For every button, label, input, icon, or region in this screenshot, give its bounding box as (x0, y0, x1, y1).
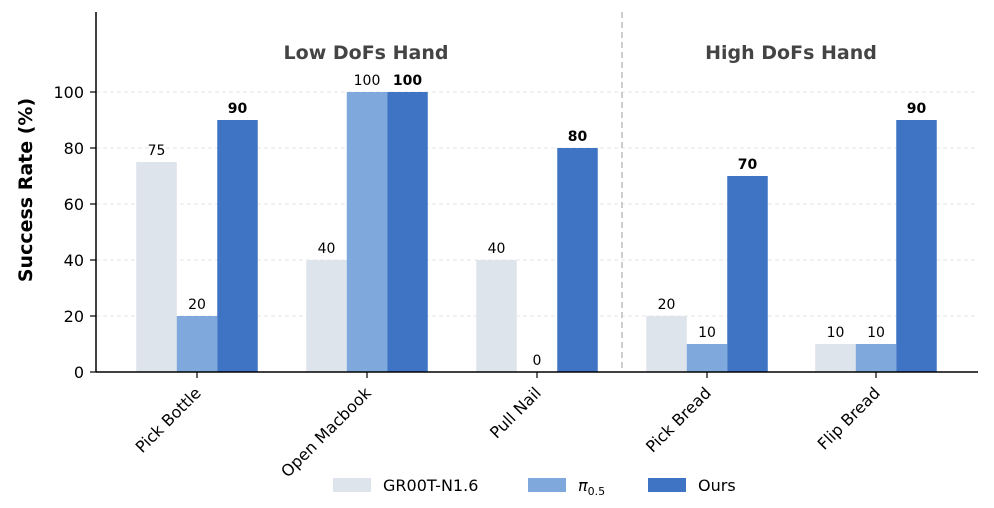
bar-value-label: 20 (188, 297, 206, 313)
bar-value-label: 0 (533, 353, 542, 369)
legend: GR00T-N1.6 π0.5 Ours (333, 476, 736, 498)
y-tick-label: 40 (64, 251, 84, 270)
bar-value-label: 10 (827, 325, 845, 341)
bar-gr00t-n1-6-2 (476, 260, 517, 372)
legend-swatch (648, 478, 686, 492)
bar-value-labels: 75 40 40 20 10 20 100 0 10 10 90 100 80 70 90 (148, 73, 927, 369)
bar-value-label: 40 (318, 241, 336, 257)
bar-value-label: 20 (658, 297, 676, 313)
bar-ours-4 (896, 120, 937, 372)
bar---4 (855, 344, 897, 372)
y-tick-label: 60 (64, 195, 84, 214)
legend-label: π0.5 (578, 476, 605, 498)
bar-gr00t-n1-6-3 (646, 316, 687, 372)
bar-value-label: 40 (488, 241, 506, 257)
y-tick-label: 0 (74, 363, 84, 382)
bar-gr00t-n1-6-4 (815, 344, 856, 372)
bar-ours-1 (387, 92, 428, 372)
bar-value-label: 75 (148, 143, 166, 159)
y-tick-label: 80 (64, 139, 84, 158)
y-tick-label: 100 (53, 83, 84, 102)
x-tick-label: Open Macbook (277, 383, 375, 481)
x-tick-label: Pick Bottle (132, 383, 205, 456)
legend-item: GR00T-N1.6 (333, 476, 478, 495)
legend-label: Ours (698, 476, 736, 495)
x-tick-label: Flip Bread (814, 383, 884, 453)
bar-value-label: 100 (393, 73, 422, 89)
bar---3 (686, 344, 728, 372)
y-tick-label: 20 (64, 307, 84, 326)
group-titles: Low DoFs Hand High DoFs Hand (284, 42, 877, 64)
bar-value-label: 10 (867, 325, 885, 341)
legend-item: Ours (648, 476, 736, 495)
x-tick-label: Pick Bread (642, 383, 715, 456)
bar---0 (176, 316, 218, 372)
bar-ours-3 (727, 176, 768, 372)
bar-value-label: 100 (354, 73, 381, 89)
legend-swatch (333, 478, 371, 492)
group-title: Low DoFs Hand (284, 42, 449, 64)
legend-item: π0.5 (528, 476, 605, 498)
bar-ours-2 (557, 148, 598, 372)
bar-value-label: 90 (907, 101, 927, 117)
legend-label: GR00T-N1.6 (383, 476, 478, 495)
bar-value-label: 10 (698, 325, 716, 341)
legend-swatch (528, 478, 566, 492)
bar-value-label: 80 (568, 129, 588, 145)
bar---1 (346, 92, 388, 372)
y-axis-label: Success Rate (%) (15, 98, 37, 282)
x-tick-label: Pull Nail (486, 383, 545, 442)
bar-gr00t-n1-6-0 (136, 162, 177, 372)
group-title: High DoFs Hand (705, 42, 877, 64)
bar-gr00t-n1-6-1 (306, 260, 347, 372)
bar-value-label: 90 (228, 101, 248, 117)
bars (136, 92, 937, 372)
bar-value-label: 70 (738, 157, 758, 173)
bar-ours-0 (217, 120, 258, 372)
